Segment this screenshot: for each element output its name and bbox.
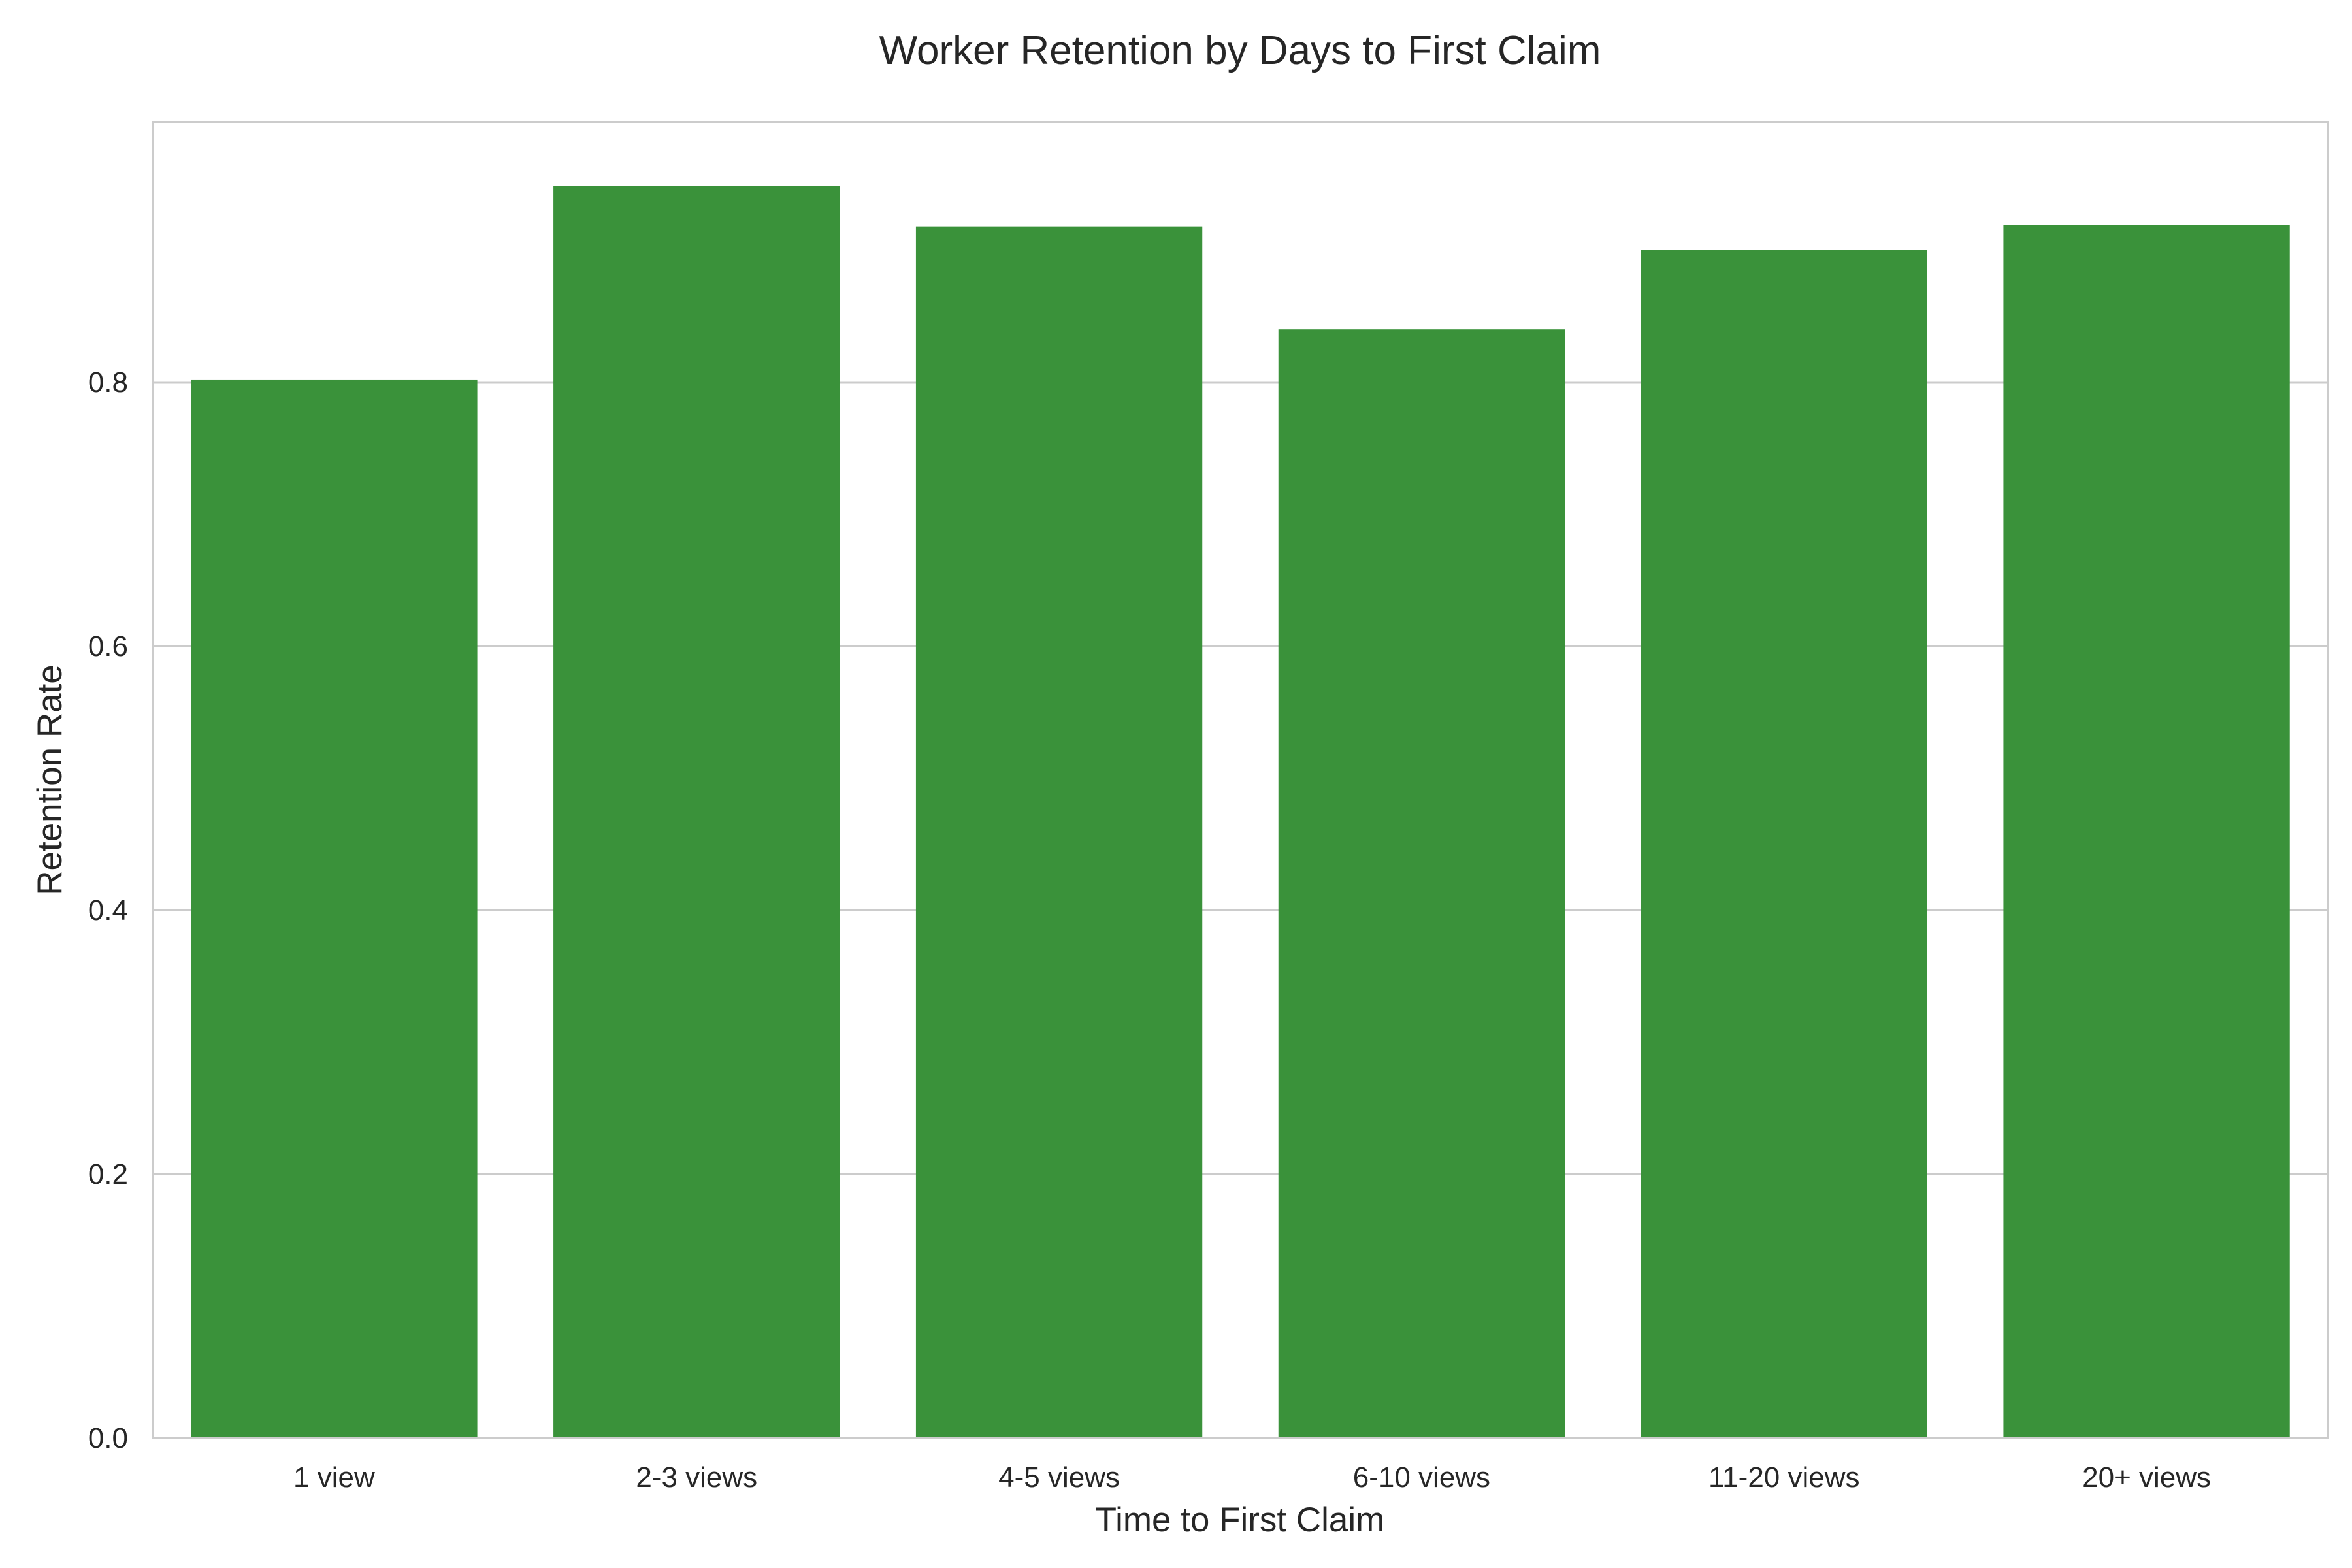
bar	[191, 379, 478, 1439]
y-tick-label: 0.0	[88, 1422, 128, 1454]
x-tick-label: 1 view	[293, 1462, 375, 1494]
bar	[915, 226, 1203, 1438]
y-tick-label: 0.8	[88, 367, 128, 399]
y-tick-label: 0.4	[88, 894, 128, 926]
bar	[1641, 250, 1927, 1438]
bars	[191, 186, 2290, 1439]
y-axis-label: Retention Rate	[31, 664, 69, 896]
x-tick-label: 20+ views	[2082, 1462, 2211, 1494]
plot-frame	[152, 121, 2329, 1439]
x-tick-labels: 1 view 2-3 views 4-5 views 6-10 views 11-20 …	[293, 1462, 2211, 1494]
y-tick-label: 0.2	[88, 1158, 128, 1190]
gridlines	[153, 381, 2328, 1175]
chart-title: Worker Retention by Days to First Claim	[879, 28, 1601, 73]
y-tick-labels: 0.0 0.2 0.4 0.6 0.8	[88, 367, 128, 1454]
x-tick-label: 4-5 views	[998, 1462, 1120, 1494]
x-tick-label: 11-20 views	[1708, 1462, 1860, 1494]
x-tick-label: 6-10 views	[1353, 1462, 1490, 1494]
x-tick-label: 2-3 views	[636, 1462, 757, 1494]
bar	[553, 186, 840, 1438]
y-tick-label: 0.6	[88, 630, 128, 662]
bar	[1278, 329, 1565, 1439]
x-axis-label: Time to First Claim	[1096, 1501, 1385, 1539]
bar	[2003, 225, 2290, 1438]
